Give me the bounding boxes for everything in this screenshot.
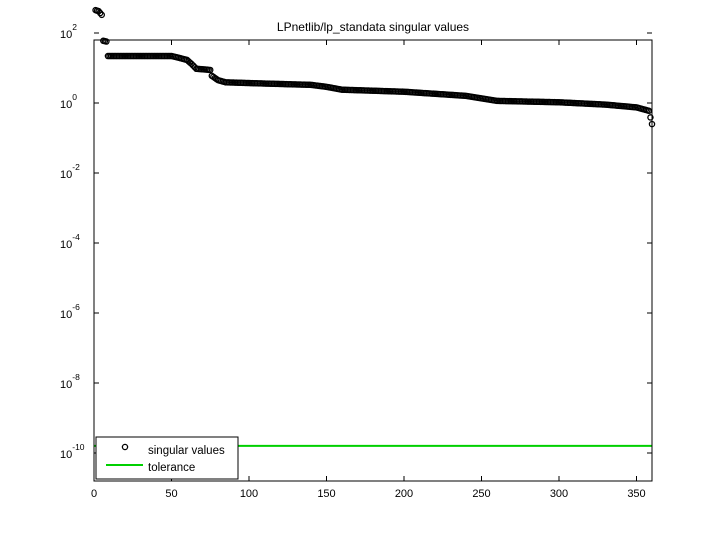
y-tick-label: 102 bbox=[60, 22, 77, 41]
x-tick-label: 0 bbox=[91, 488, 97, 500]
chart-title: LPnetlib/lp_standata singular values bbox=[277, 20, 469, 34]
x-axis: 0 50 100 150 200 250 300 350 bbox=[91, 40, 646, 500]
x-tick-label: 150 bbox=[317, 488, 335, 500]
singular-value-point bbox=[98, 11, 106, 19]
y-axis: 102 100 10-2 10-4 10-6 10-8 10-10 bbox=[60, 22, 652, 461]
plot-frame bbox=[93, 39, 653, 482]
x-tick-label: 50 bbox=[165, 488, 177, 500]
legend-marker-singular-values bbox=[121, 443, 129, 451]
x-tick-label: 250 bbox=[472, 488, 490, 500]
y-tick-label: 10-10 bbox=[60, 442, 85, 461]
x-tick-label: 100 bbox=[240, 488, 258, 500]
singular-value-point bbox=[206, 66, 214, 74]
x-tick-label: 300 bbox=[550, 488, 568, 500]
y-tick-label: 10-8 bbox=[60, 372, 80, 391]
y-tick-label: 10-6 bbox=[60, 302, 80, 321]
plot-marks bbox=[92, 6, 656, 447]
x-tick-label: 350 bbox=[627, 488, 645, 500]
y-tick-label: 100 bbox=[60, 92, 77, 111]
singular-value-point bbox=[647, 114, 654, 121]
legend-label-tolerance: tolerance bbox=[148, 462, 195, 474]
legend-box bbox=[95, 436, 239, 480]
y-tick-label: 10-4 bbox=[60, 232, 80, 251]
legend-label-singular-values: singular values bbox=[148, 445, 225, 457]
singular-value-point bbox=[103, 38, 110, 45]
y-tick-label: 10-2 bbox=[60, 162, 80, 181]
x-tick-label: 200 bbox=[395, 488, 413, 500]
legend: singular values tolerance bbox=[95, 436, 239, 480]
